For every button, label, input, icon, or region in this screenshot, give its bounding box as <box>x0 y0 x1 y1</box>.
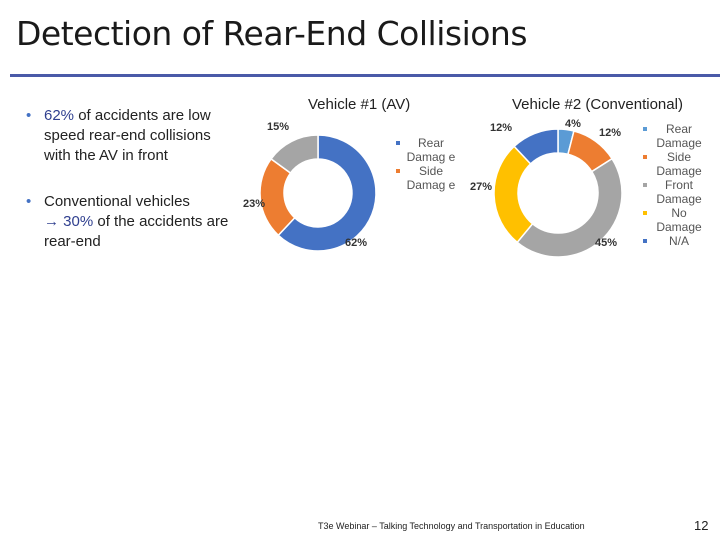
chart-2-legend-item-5: N/A <box>643 234 705 248</box>
legend-swatch-icon <box>643 239 647 243</box>
bullet-item-1: • 62% of accidents are low speed rear-en… <box>22 106 237 166</box>
chart-2-slice-3 <box>516 157 623 258</box>
chart-2-legend: Rear Damage Side Damage Front Damage No Dam… <box>643 122 705 248</box>
legend-label: N/A <box>668 234 689 248</box>
chart-2-data-label-5: 12% <box>490 122 512 134</box>
chart-2-legend-item-2: Side Damage <box>643 150 705 178</box>
legend-label: No Damage <box>656 206 702 234</box>
legend-swatch-icon <box>396 141 400 145</box>
bullet-2-highlight: 30% <box>63 213 94 230</box>
legend-label: Side Damage <box>656 150 702 178</box>
legend-swatch-icon <box>396 169 400 173</box>
bullet-dot-icon: • <box>26 193 32 210</box>
chart-2-legend-item-3: Front Damage <box>643 178 705 206</box>
legend-swatch-icon <box>643 155 647 159</box>
chart-1-legend-item-2: Side Damag e <box>396 164 456 192</box>
chart-1-data-label-1: 62% <box>345 237 367 249</box>
bullet-1-text: of accidents are low speed rear-end coll… <box>44 107 211 164</box>
chart-1-legend: Rear Damag e Side Damag e <box>396 136 456 192</box>
chart-2-title: Vehicle #2 (Conventional) <box>512 96 683 113</box>
chart-1-data-label-2: 23% <box>243 198 265 210</box>
chart-2-slice-5 <box>513 128 559 165</box>
bullet-item-2: • Conventional vehicles → 30% of the acc… <box>22 192 237 252</box>
bullet-2-text-pre: Conventional vehicles <box>44 193 190 210</box>
chart-2-legend-item-1: Rear Damage <box>643 122 705 150</box>
chart-1-title: Vehicle #1 (AV) <box>308 96 411 113</box>
chart-1-legend-item-1: Rear Damag e <box>396 136 456 164</box>
legend-label: Rear Damage <box>656 122 702 150</box>
slide-title: Detection of Rear-End Collisions <box>16 14 528 53</box>
bullet-list: • 62% of accidents are low speed rear-en… <box>22 106 237 278</box>
chart-2-legend-item-4: No Damage <box>643 206 705 234</box>
chart-1-slice-3 <box>270 134 319 175</box>
legend-swatch-icon <box>643 127 647 131</box>
bullet-2-text-post: of the accidents are rear-end <box>44 213 229 250</box>
slide-footer: T3e Webinar – Talking Technology and Tra… <box>318 521 585 531</box>
chart-2-data-label-3: 45% <box>595 237 617 249</box>
chart-1-slice-1 <box>277 134 377 252</box>
bullet-1-highlight: 62% <box>44 107 75 124</box>
page-number: 12 <box>694 518 709 533</box>
legend-swatch-icon <box>643 211 647 215</box>
legend-label: Side Damag e <box>406 164 456 192</box>
legend-swatch-icon <box>643 183 647 187</box>
bullet-dot-icon: • <box>26 107 32 124</box>
chart-2-data-label-2: 12% <box>599 127 621 139</box>
title-underline <box>10 74 720 77</box>
chart-1-data-label-3: 15% <box>267 121 289 133</box>
legend-label: Rear Damag e <box>406 136 456 164</box>
arrow-right-icon: → <box>44 213 59 230</box>
legend-label: Front Damage <box>656 178 702 206</box>
chart-2-data-label-4: 27% <box>470 181 492 193</box>
chart-2-data-label-1: 4% <box>565 118 581 130</box>
